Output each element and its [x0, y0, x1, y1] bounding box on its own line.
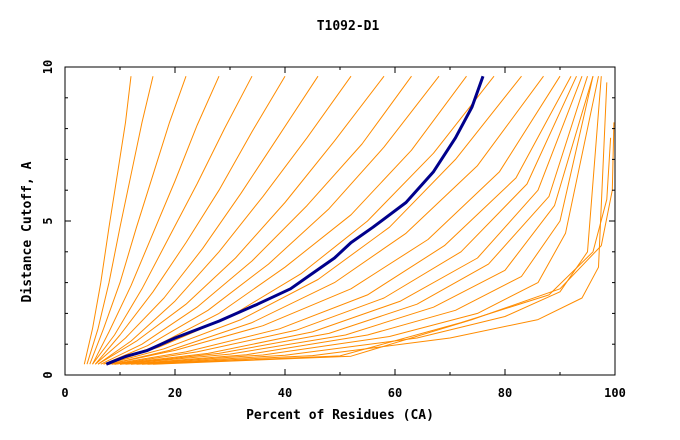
y-tick-label: 5	[41, 217, 55, 224]
x-tick-label: 40	[278, 386, 292, 400]
x-tick-label: 0	[61, 386, 68, 400]
model-curve-8	[97, 75, 352, 365]
series-layer	[83, 75, 615, 366]
model-curve-5	[92, 75, 253, 365]
y-axis-label: Distance Cutoff, A	[20, 161, 35, 302]
model-curve-23	[130, 76, 599, 365]
y-tick-label: 0	[41, 371, 55, 378]
model-curve-25	[141, 82, 608, 365]
x-tick-label: 60	[388, 386, 402, 400]
model-curve-3	[89, 76, 187, 365]
model-curve-6	[94, 75, 286, 365]
plot-frame	[64, 66, 616, 376]
model-curve-15	[108, 75, 544, 365]
model-curve-22	[125, 76, 594, 365]
model-curve-12	[103, 75, 467, 365]
model-curve-7	[94, 75, 319, 365]
model-curve-14	[106, 75, 522, 365]
model-curve-26	[147, 137, 612, 365]
x-tick-label: 20	[168, 386, 182, 400]
model-curve-24	[136, 76, 602, 365]
x-tick-label: 100	[604, 386, 626, 400]
model-curve-11	[103, 75, 440, 365]
model-curve-20	[119, 76, 588, 365]
model-curve-13	[106, 75, 495, 365]
model-curve-17	[111, 75, 572, 365]
model-curve-16	[108, 75, 561, 365]
model-curve-21	[119, 76, 594, 365]
chart-title: T1092-D1	[317, 19, 380, 34]
model-curve-9	[97, 75, 385, 365]
model-curve-1	[83, 76, 132, 365]
x-tick-label: 80	[498, 386, 512, 400]
model-curve-2	[86, 76, 154, 365]
y-tick-label: 10	[41, 60, 55, 74]
model-curve-19	[114, 76, 583, 365]
x-axis-label: Percent of Residues (CA)	[246, 408, 434, 423]
highlight-curve	[105, 75, 485, 366]
model-curve-18	[114, 75, 577, 365]
model-curve-4	[92, 75, 220, 365]
model-curve-10	[100, 75, 412, 365]
tick-layer: 0 20 40 60 80 100 0 5 10	[41, 60, 626, 400]
